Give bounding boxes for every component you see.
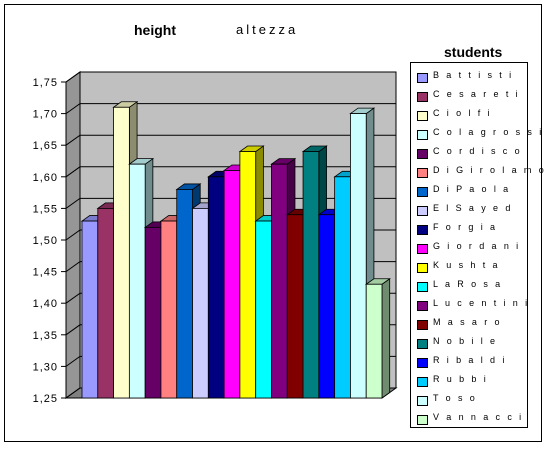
- legend-item: R i b a l d i: [417, 354, 527, 372]
- bar-front: [286, 214, 304, 399]
- legend-swatch: [417, 111, 428, 121]
- legend-label: R u b b i: [433, 374, 489, 384]
- y-tick-label: 1,25: [33, 393, 58, 405]
- legend-label: C o l a g r o s s i: [433, 127, 544, 137]
- bar-front: [176, 189, 193, 399]
- legend-label: K u s h t a: [433, 260, 500, 270]
- legend-title: students: [444, 44, 503, 60]
- legend-swatch: [417, 130, 428, 140]
- legend-label: B a t t i s t i: [433, 70, 514, 80]
- legend-item: G i o r d a n i: [417, 240, 527, 258]
- y-tick-label: 1,55: [33, 203, 58, 215]
- legend-swatch: [417, 358, 428, 368]
- legend-item: E l S a y e d: [417, 202, 527, 220]
- bar-front: [255, 220, 272, 399]
- bar-front: [192, 207, 209, 399]
- legend-label: D i G i r o l a m o: [433, 165, 547, 175]
- legend-swatch: [417, 377, 428, 387]
- legend-label: L u c e n t i n i: [433, 298, 530, 308]
- legend-swatch: [417, 225, 428, 235]
- legend-swatch: [417, 396, 428, 406]
- y-tick-label: 1,30: [33, 361, 58, 373]
- legend-label: C o r d i s c o: [433, 146, 523, 156]
- bar-front: [302, 151, 320, 399]
- legend-item: N o b i l e: [417, 335, 527, 353]
- legend-item: B a t t i s t i: [417, 69, 527, 87]
- legend-swatch: [417, 206, 428, 216]
- legend-swatch: [417, 244, 428, 254]
- legend-item: K u s h t a: [417, 259, 527, 277]
- legend-item: D i G i r o l a m o: [417, 164, 544, 182]
- legend-swatch: [417, 92, 428, 102]
- bar: [364, 277, 391, 399]
- legend-swatch: [417, 263, 428, 273]
- bar-side: [381, 277, 391, 399]
- bar-front: [113, 106, 130, 399]
- legend: B a t t i s t i C e s a r e t i C i o l f …: [410, 62, 544, 429]
- legend-item: V a n n a c c i: [417, 411, 527, 429]
- legend-item: C e s a r e t i: [417, 88, 527, 106]
- bar-front: [81, 220, 99, 399]
- legend-item: F o r g i a: [417, 221, 527, 239]
- y-tick-label: 1,65: [33, 140, 58, 152]
- legend-label: C i o l f i: [433, 108, 492, 118]
- legend-label: F o r g i a: [433, 222, 498, 232]
- legend-swatch: [417, 187, 428, 197]
- y-tick-label: 1,60: [33, 172, 58, 184]
- legend-label: D i P a o l a: [433, 184, 511, 194]
- y-tick-label: 1,75: [33, 77, 58, 89]
- legend-item: C o l a g r o s s i: [417, 126, 541, 144]
- legend-swatch: [417, 339, 428, 349]
- legend-swatch: [417, 149, 428, 159]
- bar-front: [334, 176, 351, 399]
- legend-swatch: [417, 301, 428, 311]
- legend-label: G i o r d a n i: [433, 241, 521, 251]
- gridline: [65, 134, 396, 146]
- bar-front: [365, 283, 383, 399]
- bar-front: [144, 226, 162, 399]
- legend-label: C e s a r e t i: [433, 89, 521, 99]
- bar-front: [160, 220, 178, 399]
- legend-swatch: [417, 168, 428, 178]
- y-tick-label: 1,45: [33, 267, 58, 279]
- y-tick-label: 1,35: [33, 330, 58, 342]
- legend-label: L a R o s a: [433, 279, 503, 289]
- bar-front: [207, 176, 225, 399]
- gridline: [65, 71, 396, 83]
- chart-title: height: [134, 22, 176, 38]
- legend-item: L u c e n t i n i: [417, 297, 527, 315]
- y-tick-label: 1,50: [33, 235, 58, 247]
- legend-label: R i b a l d i: [433, 355, 507, 365]
- legend-label: E l S a y e d: [433, 203, 513, 213]
- bar-front: [271, 163, 288, 399]
- legend-item: T o s o: [417, 392, 527, 410]
- legend-swatch: [417, 73, 428, 83]
- y-tick-label: 1,40: [33, 298, 58, 310]
- bar-front: [97, 207, 114, 399]
- bar-front: [318, 214, 336, 399]
- y-tick-label: 1,70: [33, 109, 58, 121]
- legend-label: N o b i l e: [433, 336, 498, 346]
- bar-front: [350, 113, 367, 399]
- gridline: [65, 103, 396, 115]
- legend-item: C i o l f i: [417, 107, 527, 125]
- legend-item: R u b b i: [417, 373, 527, 391]
- legend-item: M a s a r o: [417, 316, 527, 334]
- legend-label: M a s a r o: [433, 317, 502, 327]
- legend-swatch: [417, 320, 428, 330]
- bar-front: [223, 170, 241, 399]
- legend-swatch: [417, 282, 428, 292]
- legend-item: D i P a o l a: [417, 183, 527, 201]
- chart-subtitle: altezza: [236, 22, 299, 37]
- legend-item: C o r d i s c o: [417, 145, 527, 163]
- legend-swatch: [417, 415, 428, 425]
- legend-label: V a n n a c c i: [433, 412, 524, 422]
- bar-front: [239, 151, 257, 399]
- bar-front: [128, 163, 146, 399]
- legend-item: L a R o s a: [417, 278, 527, 296]
- legend-label: T o s o: [433, 393, 478, 403]
